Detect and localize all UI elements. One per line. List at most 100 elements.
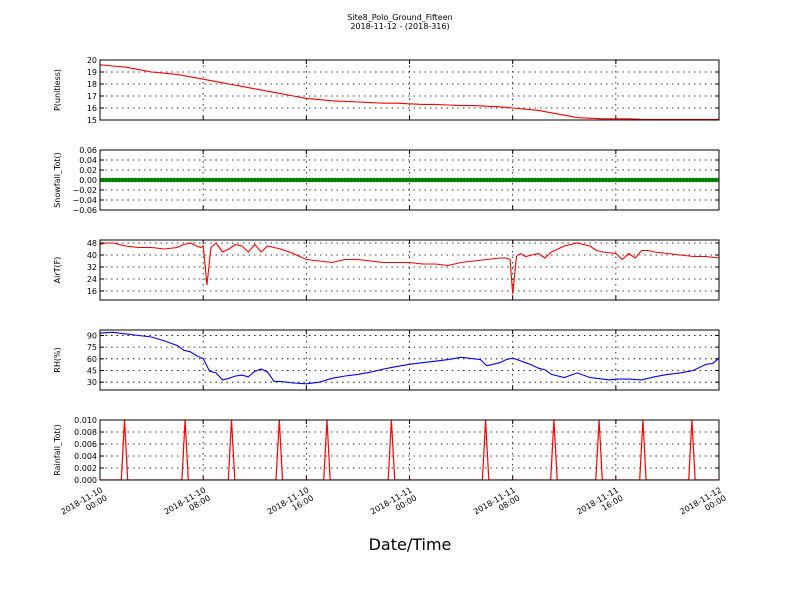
subplots: 151617181920P(unitless)−0.06−0.04−0.020.… [53, 56, 720, 485]
series-line [100, 242, 719, 295]
data-point [200, 177, 206, 183]
data-point [249, 177, 254, 183]
data-point [255, 177, 261, 183]
data-point [187, 177, 193, 183]
y-tick-label: 0.02 [79, 166, 97, 175]
data-point [632, 177, 638, 183]
data-point [184, 177, 190, 183]
data-point [329, 177, 335, 183]
data-point [297, 177, 303, 183]
x-tick-label: 2018-11-1000:00 [59, 485, 108, 524]
data-point [442, 177, 448, 183]
data-point [658, 177, 664, 183]
y-axis-label: AirT(F) [53, 257, 62, 284]
data-point [648, 177, 654, 183]
data-point [197, 177, 203, 183]
data-point [423, 177, 428, 183]
series-line [100, 420, 719, 480]
data-point [129, 177, 135, 183]
y-tick-label: 45 [87, 367, 97, 376]
data-point [345, 177, 351, 183]
data-point [665, 177, 670, 183]
data-point [120, 177, 125, 183]
data-point [336, 177, 341, 183]
data-point [123, 177, 129, 183]
data-point [403, 177, 409, 183]
data-point [310, 177, 316, 183]
y-tick-label: 0.000 [74, 476, 97, 485]
y-axis-label: Rainfall_Tot() [53, 424, 62, 476]
x-axis-ticks: 2018-11-1000:00 2018-11-1008:00 2018-11-10… [59, 485, 727, 524]
data-point [584, 177, 590, 183]
data-point [526, 177, 532, 183]
data-point [484, 177, 490, 183]
y-tick-label: 15 [87, 116, 97, 125]
data-point [707, 177, 712, 183]
subplot-2: −0.06−0.04−0.020.000.020.040.06 Snowfall_… [53, 146, 720, 215]
data-point [278, 177, 283, 183]
data-point [391, 177, 396, 183]
data-point [300, 177, 306, 183]
data-point [371, 177, 377, 183]
data-point [561, 177, 567, 183]
series-line [100, 64, 719, 120]
data-point [384, 177, 390, 183]
data-point [674, 177, 680, 183]
data-point [216, 177, 222, 183]
y-tick-label: 0.04 [79, 156, 97, 165]
y-tick-label: 0.008 [74, 428, 97, 437]
data-point [468, 177, 474, 183]
data-point [374, 177, 380, 183]
data-point [320, 177, 325, 183]
data-point [265, 177, 270, 183]
data-point [487, 177, 493, 183]
data-point [626, 177, 632, 183]
data-point [697, 177, 702, 183]
data-point [378, 177, 383, 183]
data-point [175, 177, 180, 183]
data-point [358, 177, 364, 183]
data-point [671, 177, 677, 183]
y-tick-label: 0.010 [74, 416, 97, 425]
plot-frame [99, 419, 720, 481]
data-point [178, 177, 183, 183]
data-point [233, 177, 238, 183]
data-point [623, 177, 628, 183]
data-point [171, 177, 177, 183]
data-point [387, 177, 393, 183]
data-point [710, 177, 715, 183]
data-point [304, 177, 309, 183]
data-point [690, 177, 696, 183]
data-point [413, 177, 419, 183]
data-point [113, 177, 119, 183]
data-point [619, 177, 625, 183]
data-point [455, 177, 461, 183]
data-point [407, 177, 412, 183]
data-point [652, 177, 657, 183]
y-tick-label: 0.002 [74, 464, 97, 473]
y-tick-label: 0.004 [74, 452, 97, 461]
data-point [536, 177, 541, 183]
y-tick-label: 30 [87, 378, 97, 387]
data-point [513, 177, 519, 183]
data-point [291, 177, 296, 183]
data-point [636, 177, 641, 183]
data-point [597, 177, 603, 183]
data-point [716, 177, 719, 183]
data-point [471, 177, 477, 183]
y-tick-label: 16 [87, 104, 97, 113]
y-tick-label: 0.06 [79, 146, 97, 155]
data-point [532, 177, 538, 183]
data-point [594, 177, 599, 183]
data-point [436, 177, 441, 183]
data-point [668, 177, 673, 183]
data-point [520, 177, 525, 183]
data-point [204, 177, 209, 183]
data-point [139, 177, 145, 183]
subplot-5: 0.000 0.002 0.004 0.006 0.008 0.010 Rainfall_T… [53, 416, 720, 485]
data-point [503, 177, 509, 183]
data-point [600, 177, 606, 183]
y-tick-label: 17 [87, 92, 97, 101]
y-tick-label: 16 [87, 287, 97, 296]
data-point [355, 177, 361, 183]
